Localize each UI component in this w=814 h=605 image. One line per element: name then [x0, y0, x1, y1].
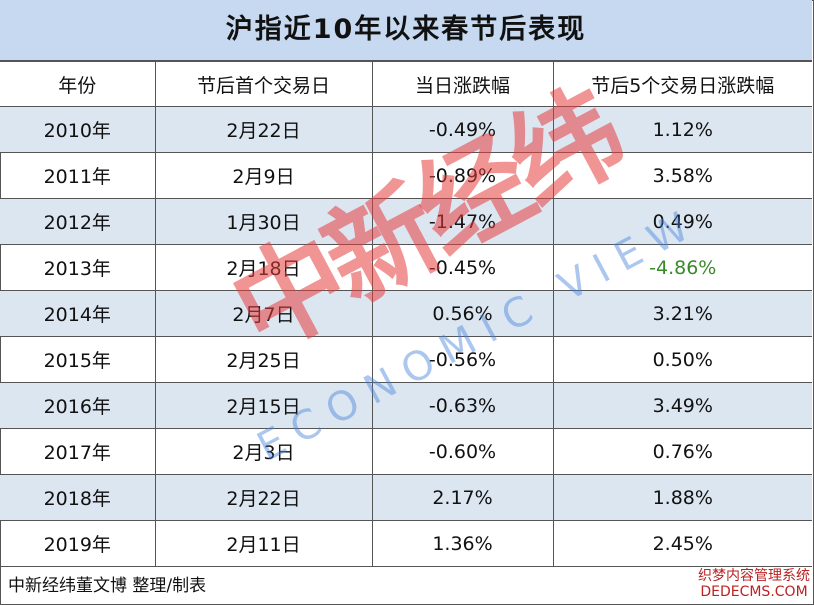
table-cell: 0.50% [552, 336, 812, 383]
table-row: 2013年 2月18日 -0.45% -4.86% [0, 244, 812, 291]
table-cell: 2010年 [0, 106, 156, 153]
header-cell: 当日涨跌幅 [371, 61, 554, 107]
header-cell: 节后5个交易日涨跌幅 [552, 61, 812, 107]
footer: 中新经纬董文博 整理/制表 [8, 576, 207, 596]
table-body: 年份 节后首个交易日 当日涨跌幅 节后5个交易日涨跌幅 2010年 2月22日 -0.49%… [0, 61, 812, 567]
table-row: 2010年 2月22日 -0.49% 1.12% [0, 106, 812, 153]
table-row: 2012年 1月30日 -1.47% 0.49% [0, 198, 812, 245]
table-cell: -0.45% [371, 244, 554, 291]
table-row: 2014年 2月7日 0.56% 3.21% [0, 290, 812, 337]
table-cell: -1.47% [371, 198, 554, 245]
table-row: 2019年 2月11日 1.36% 2.45% [0, 520, 812, 567]
table-cell: 3.49% [552, 382, 812, 429]
table-row: 2016年 2月15日 -0.63% 3.49% [0, 382, 812, 429]
table-cell: 2月15日 [154, 382, 373, 429]
table-cell: 2012年 [0, 198, 156, 245]
table-cell: 2月18日 [154, 244, 373, 291]
table-row: 2017年 2月3日 -0.60% 0.76% [0, 428, 812, 475]
table-cell: 2014年 [0, 290, 156, 337]
table-cell: -0.60% [371, 428, 554, 475]
table-cell: 2月7日 [154, 290, 373, 337]
table-cell: 2月3日 [154, 428, 373, 475]
table-cell: -0.49% [371, 106, 554, 153]
table-cell: 2月22日 [154, 106, 373, 153]
table-cell: 2015年 [0, 336, 156, 383]
table-cell: 2月11日 [154, 520, 373, 567]
header-cell: 年份 [0, 61, 156, 107]
data-table: 年份 节后首个交易日 当日涨跌幅 节后5个交易日涨跌幅 2010年 2月22日 -0.49%… [0, 61, 812, 567]
table-cell: 2011年 [0, 152, 156, 199]
table-cell: 2月9日 [154, 152, 373, 199]
table-row: 2011年 2月9日 -0.89% 3.58% [0, 152, 812, 199]
table-cell: 2月25日 [154, 336, 373, 383]
table-cell: 0.56% [371, 290, 554, 337]
table-cell: 2.45% [552, 520, 812, 567]
table-cell: -0.89% [371, 152, 554, 199]
table-row: 2018年 2月22日 2.17% 1.88% [0, 474, 812, 521]
table-cell: -4.86% [552, 244, 812, 291]
table-cell: 0.76% [552, 428, 812, 475]
table-cell: 0.49% [552, 198, 812, 245]
table-title: 沪指近10年以来春节后表现 [0, 0, 812, 61]
table-cell: 2019年 [0, 520, 156, 567]
table-cell: 2月22日 [154, 474, 373, 521]
table-cell: 2016年 [0, 382, 156, 429]
table-cell: 1月30日 [154, 198, 373, 245]
table-cell: 2018年 [0, 474, 156, 521]
table-cell: 3.58% [552, 152, 812, 199]
header-cell: 节后首个交易日 [154, 61, 373, 107]
table-cell: -0.56% [371, 336, 554, 383]
table-row: 2015年 2月25日 -0.56% 0.50% [0, 336, 812, 383]
table-cell: 2.17% [371, 474, 554, 521]
header-row: 年份 节后首个交易日 当日涨跌幅 节后5个交易日涨跌幅 [0, 61, 812, 107]
table-cell: 3.21% [552, 290, 812, 337]
table-cell: 2013年 [0, 244, 156, 291]
table-cell: 1.36% [371, 520, 554, 567]
table-cell: 1.12% [552, 106, 812, 153]
table-cell: 2017年 [0, 428, 156, 475]
table-cell: 1.88% [552, 474, 812, 521]
table-cell: -0.63% [371, 382, 554, 429]
